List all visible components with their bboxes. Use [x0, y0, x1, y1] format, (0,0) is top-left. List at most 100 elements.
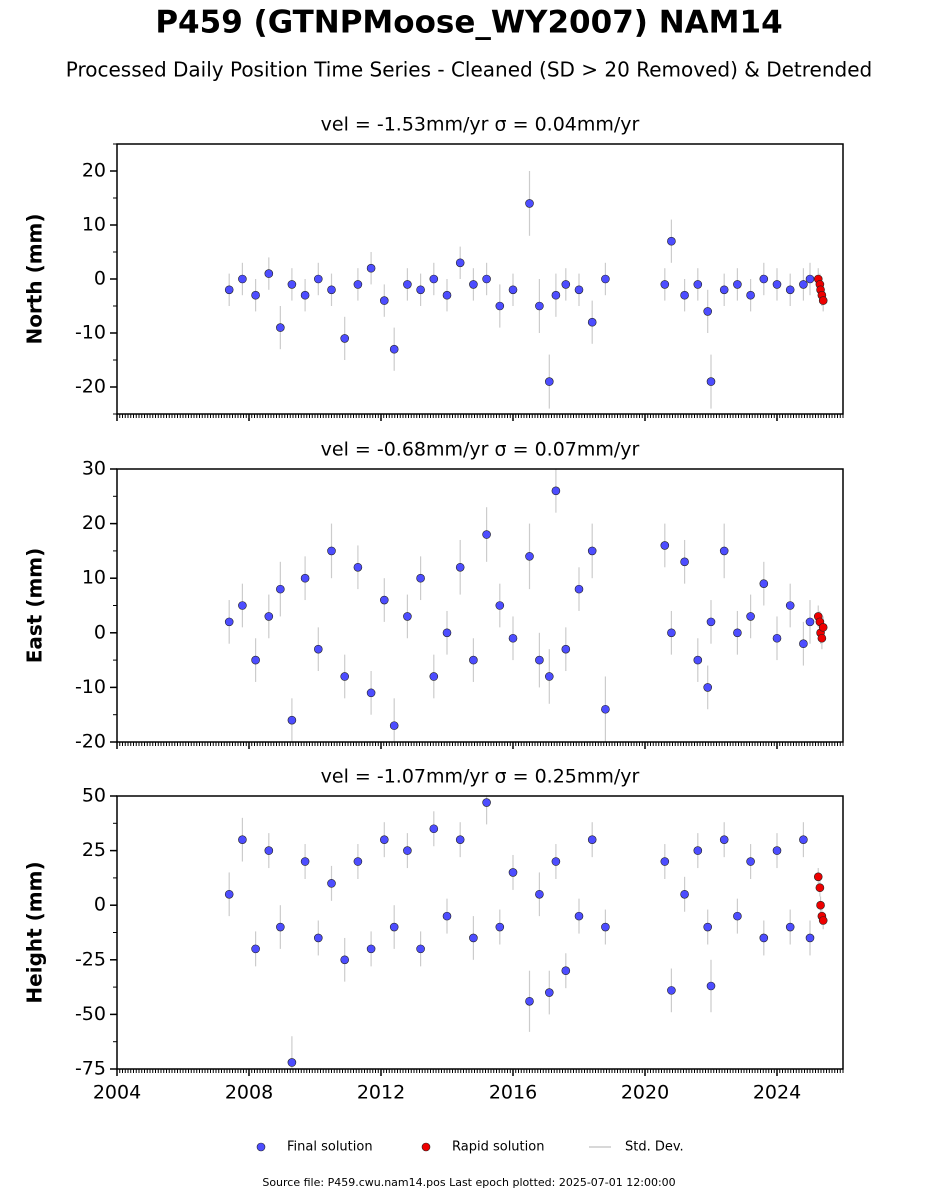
data-point — [287, 280, 297, 289]
data-point — [251, 655, 260, 665]
data-point — [818, 623, 828, 632]
y-tick-label: 20 — [82, 160, 106, 182]
data-point — [389, 344, 399, 354]
y-tick-label: -20 — [75, 376, 106, 398]
data-point — [313, 933, 323, 943]
data-point — [482, 274, 491, 284]
data-point — [455, 258, 465, 268]
data-point — [482, 530, 491, 539]
y-axis-label: North (mm) — [23, 213, 47, 344]
data-point — [224, 889, 234, 899]
data-point — [759, 274, 769, 284]
data-point — [817, 633, 827, 643]
x-tick-label: 2024 — [753, 1082, 801, 1104]
data-point — [587, 835, 597, 844]
data-point — [224, 617, 234, 627]
data-point — [389, 922, 399, 932]
x-tick-label: 2008 — [225, 1082, 273, 1104]
data-point — [805, 274, 815, 284]
data-point — [703, 683, 713, 692]
data-point — [389, 721, 399, 730]
data-point — [667, 986, 676, 995]
data-point — [429, 824, 439, 834]
data-point — [535, 889, 544, 899]
data-point — [416, 944, 425, 954]
data-point — [327, 546, 336, 556]
data-point — [366, 263, 376, 273]
data-point — [667, 236, 676, 246]
data-point — [693, 655, 703, 665]
data-point — [680, 290, 689, 300]
data-point — [772, 846, 782, 855]
data-point — [366, 688, 376, 698]
data-point — [587, 546, 597, 556]
data-point — [660, 541, 670, 550]
data-point — [805, 933, 815, 943]
data-point — [353, 562, 363, 572]
data-point — [693, 280, 703, 289]
panel-title: vel = -0.68mm/yr σ = 0.07mm/yr — [321, 439, 640, 461]
figure-title: P459 (GTNPMoose_WY2007) NAM14 — [155, 5, 782, 41]
y-tick-label: 50 — [82, 785, 106, 807]
data-point — [535, 655, 544, 665]
data-point — [733, 628, 742, 638]
data-point — [327, 285, 336, 295]
data-point — [733, 911, 742, 921]
data-point — [733, 280, 742, 289]
y-axis-label: East (mm) — [23, 548, 47, 664]
data-point — [561, 966, 571, 976]
plot-area — [224, 796, 828, 1069]
data-point — [313, 274, 323, 284]
data-point — [535, 301, 544, 311]
data-point — [601, 704, 610, 714]
data-point — [495, 601, 505, 610]
data-point — [442, 628, 452, 638]
data-point — [429, 672, 439, 681]
data-point — [238, 835, 247, 844]
data-point — [706, 981, 716, 991]
plot-area — [224, 171, 828, 409]
data-point — [495, 301, 505, 311]
data-point — [403, 280, 412, 289]
data-point — [379, 835, 389, 844]
data-point — [508, 285, 518, 295]
x-tick-label: 2012 — [357, 1082, 405, 1104]
data-point — [264, 846, 274, 855]
x-tick-label: 2004 — [93, 1082, 141, 1104]
data-point — [759, 579, 769, 588]
data-point — [703, 922, 713, 932]
data-point — [544, 672, 554, 681]
data-point — [693, 846, 703, 855]
data-point — [667, 628, 676, 638]
data-point — [799, 280, 808, 289]
data-point — [442, 290, 452, 300]
data-point — [799, 835, 808, 844]
legend-marker — [421, 1142, 431, 1152]
data-point — [403, 612, 412, 621]
data-point — [574, 584, 584, 594]
data-point — [759, 933, 769, 943]
y-tick-label: -75 — [75, 1058, 106, 1080]
data-point — [660, 857, 670, 866]
axes-frame — [116, 143, 844, 415]
y-axis-label: Height (mm) — [23, 861, 47, 1003]
data-point — [785, 922, 795, 932]
data-point — [772, 633, 782, 643]
footer: Source file: P459.cwu.nam14.pos Last epo… — [262, 1176, 675, 1189]
data-point — [276, 323, 285, 332]
data-point — [379, 296, 389, 305]
legend-marker — [256, 1142, 266, 1152]
data-point — [366, 944, 376, 954]
data-point — [818, 916, 828, 925]
data-point — [785, 285, 795, 295]
data-point — [660, 280, 670, 289]
data-point — [719, 546, 729, 556]
data-point — [264, 269, 274, 278]
y-tick-label: 20 — [82, 512, 106, 534]
y-tick-label: 0 — [94, 621, 106, 643]
data-point — [224, 285, 234, 295]
data-point — [429, 274, 439, 284]
figure-subtitle: Processed Daily Position Time Series - C… — [66, 58, 872, 82]
data-point — [251, 944, 260, 954]
